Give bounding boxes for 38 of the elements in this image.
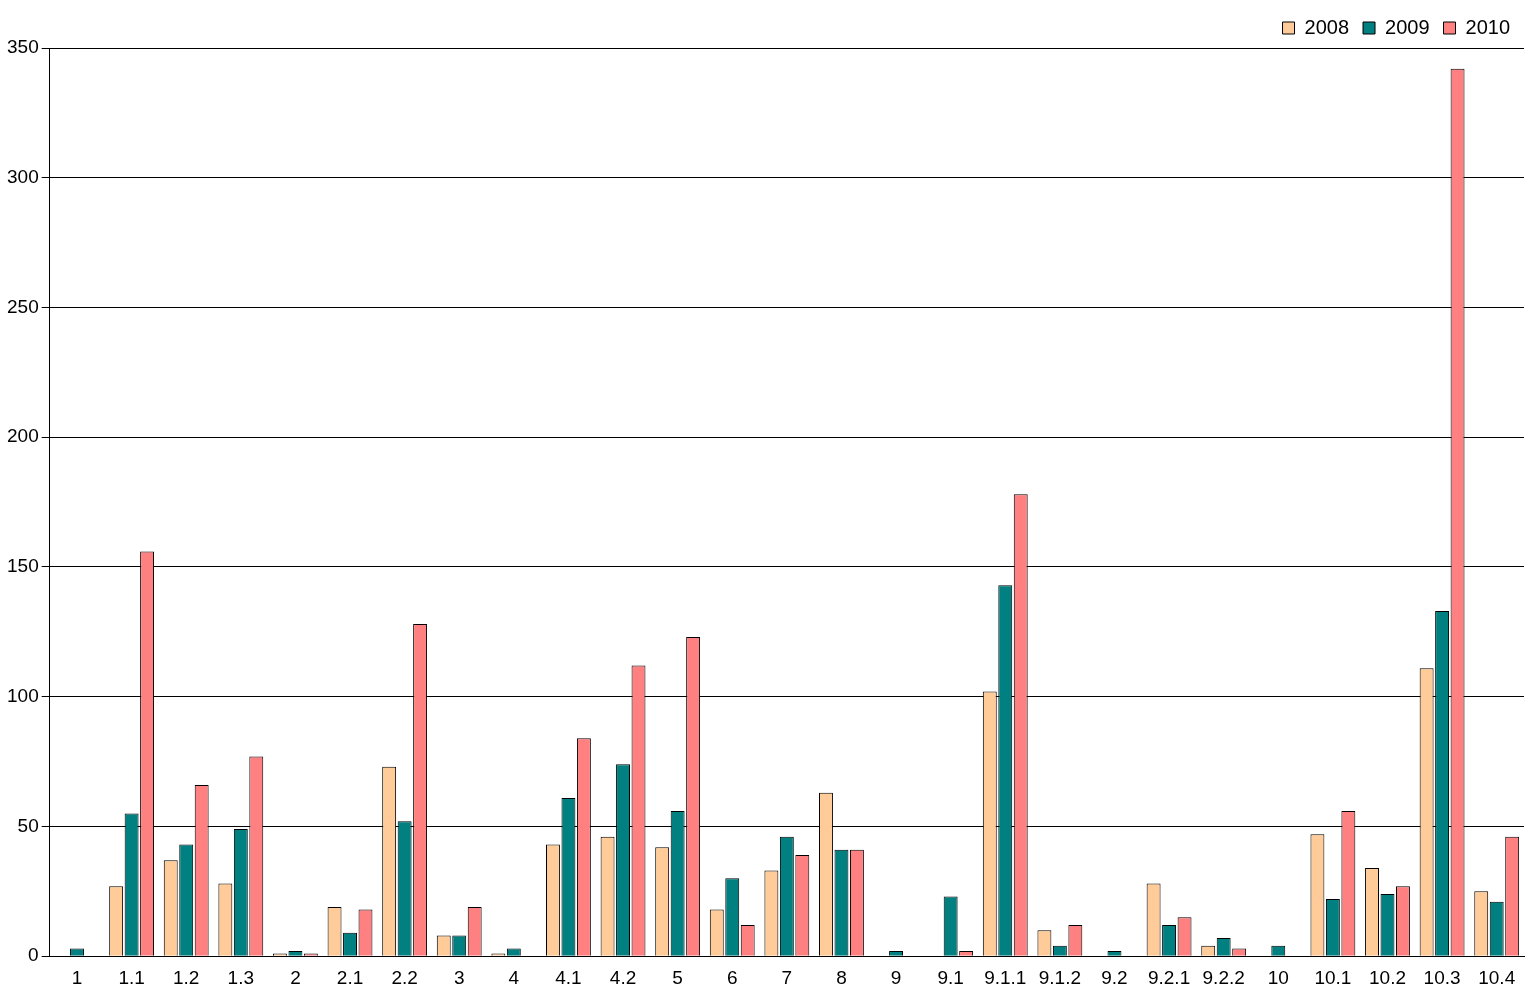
x-tick-label: 10.1: [1314, 966, 1352, 988]
x-tick-label: 4.2: [609, 966, 637, 988]
y-tick-label: 300: [7, 165, 39, 187]
x-tick-label: 4: [508, 966, 520, 988]
x-tick-label: 10.4: [1478, 966, 1516, 988]
x-tick-label: 9.2.2: [1202, 966, 1245, 988]
y-tick-label: 100: [7, 684, 39, 706]
legend-label: 2008: [1304, 15, 1350, 38]
x-tick-label: 1.2: [173, 966, 200, 988]
x-tick-label: 4.1: [555, 966, 582, 988]
x-tick-label: 5: [672, 966, 683, 988]
y-tick-label: 50: [17, 814, 39, 836]
x-tick-label: 9.1.2: [1038, 966, 1081, 988]
x-tick-label: 8: [836, 966, 847, 988]
x-tick-label: 1.3: [227, 966, 255, 988]
x-tick-label: 9.1: [937, 966, 964, 988]
x-tick-label: 1.1: [118, 966, 145, 988]
x-tick-label: 9.2: [1101, 966, 1128, 988]
x-tick-label: 7: [781, 966, 793, 988]
x-tick-label: 2.1: [336, 966, 364, 988]
x-tick-label: 10: [1267, 966, 1289, 988]
x-tick-label: 9.1.1: [984, 966, 1027, 988]
x-tick-label: 9: [890, 966, 902, 988]
x-tick-label: 10.2: [1369, 966, 1406, 988]
y-tick-label: 250: [7, 295, 39, 317]
y-tick-label: 200: [7, 425, 39, 447]
x-tick-label: 2: [290, 966, 301, 988]
x-tick-label: 10.3: [1423, 966, 1461, 988]
legend-label: 2010: [1465, 15, 1511, 38]
y-tick-label: 350: [7, 36, 39, 58]
x-tick-label: 9.2.1: [1147, 966, 1191, 988]
y-tick-label: 0: [28, 944, 39, 966]
x-tick-label: 2.2: [391, 966, 418, 988]
y-tick-label: 150: [7, 555, 39, 577]
x-tick-label: 6: [726, 966, 738, 988]
x-tick-label: 3: [453, 966, 465, 988]
x-tick-label: 1: [71, 966, 83, 988]
legend-label: 2009: [1385, 15, 1430, 38]
